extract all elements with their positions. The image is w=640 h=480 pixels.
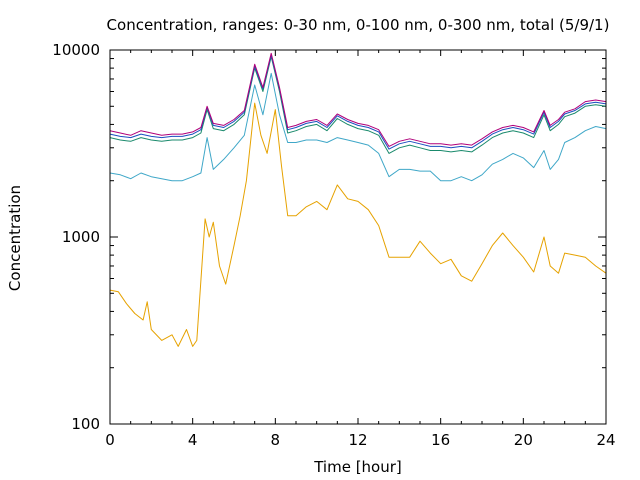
x-tick-label: 12 <box>348 431 367 449</box>
x-tick-label: 20 <box>514 431 533 449</box>
x-axis-label: Time [hour] <box>313 458 402 476</box>
series-line-3 <box>109 56 607 154</box>
x-tick-label: 24 <box>596 431 615 449</box>
x-tick-label: 0 <box>105 431 115 449</box>
series-line-5 <box>109 52 607 147</box>
series-line-1 <box>109 102 607 347</box>
series-line-4 <box>109 54 607 150</box>
x-tick-label: 4 <box>188 431 198 449</box>
series-lines <box>109 52 607 347</box>
y-tick-label: 10000 <box>52 41 100 59</box>
y-tick-label: 1000 <box>62 228 100 246</box>
plot-frame <box>109 49 607 425</box>
x-tick-label: 16 <box>431 431 450 449</box>
chart-title: Concentration, ranges: 0-30 nm, 0-100 nm… <box>107 16 610 34</box>
x-tick-label: 8 <box>271 431 281 449</box>
axis-ticks: 0 4 8 12 16 20 24 100 1000 10000 <box>52 41 615 449</box>
series-line-2 <box>109 72 607 182</box>
y-axis-label: Concentration <box>6 185 24 291</box>
y-tick-label: 100 <box>71 415 100 433</box>
